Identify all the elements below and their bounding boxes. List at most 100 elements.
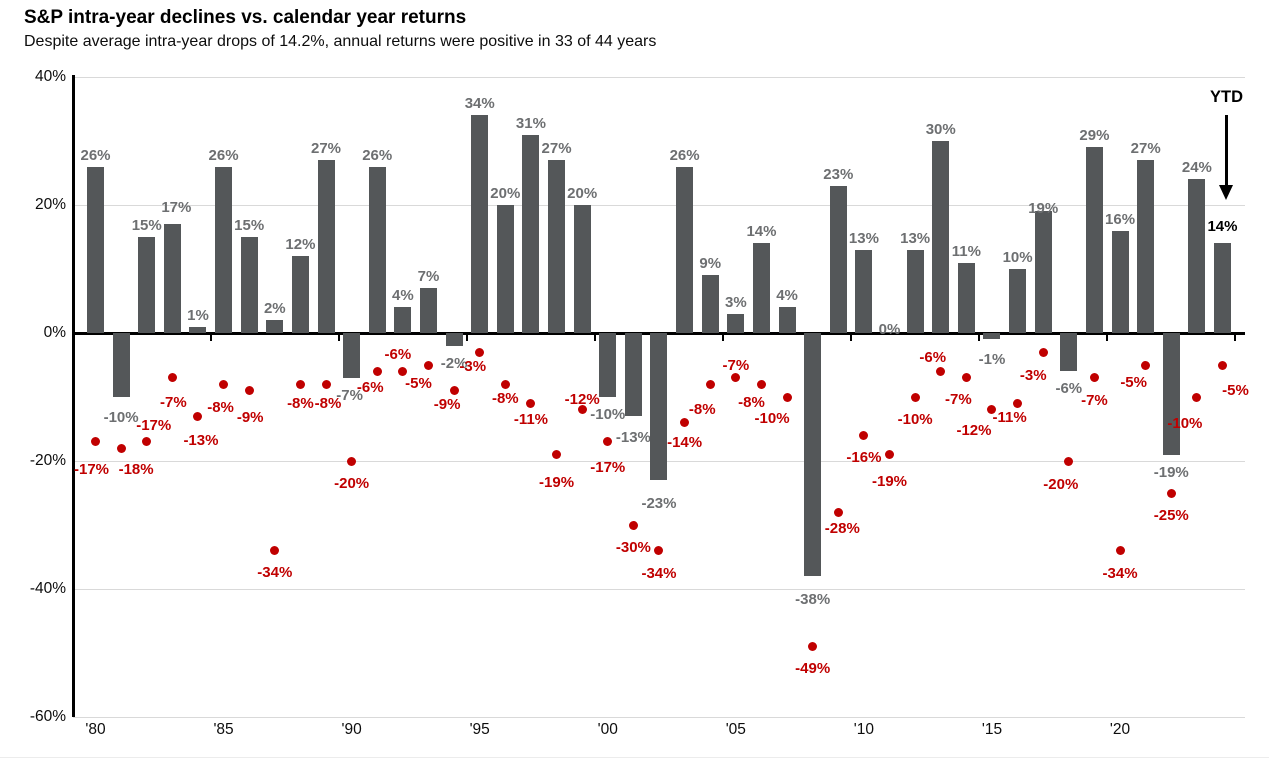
y-axis-label: -60% (29, 708, 66, 725)
bar-value-label: 34% (464, 95, 495, 113)
decline-dot (859, 430, 869, 440)
decline-dot (398, 366, 408, 376)
decline-value-label: -19% (539, 473, 575, 491)
decline-dot (449, 386, 459, 396)
return-bar (1188, 179, 1206, 333)
decline-value-label: -17% (136, 416, 172, 434)
decline-value-label: -16% (846, 449, 882, 467)
bar-value-label: 26% (208, 146, 239, 164)
decline-value-label: -11% (513, 411, 549, 429)
decline-value-label: -8% (314, 395, 342, 413)
decline-dot (1166, 488, 1176, 498)
decline-dot (808, 642, 818, 652)
decline-value-label: -20% (1043, 476, 1079, 493)
bar-value-label: -10% (590, 406, 626, 423)
return-bar (138, 237, 156, 333)
return-bar (291, 256, 309, 333)
decline-dot (526, 398, 536, 408)
return-bar (189, 326, 207, 333)
decline-dot (1064, 456, 1074, 466)
decline-value-label: -7% (945, 390, 972, 408)
bar-value-label: 26% (80, 146, 111, 164)
decline-dot (603, 437, 613, 447)
bar-value-label: 31% (515, 114, 546, 132)
x-axis-label: '95 (469, 721, 490, 738)
decline-dot (91, 437, 100, 447)
decline-value-label: -19% (872, 472, 908, 490)
gridline (73, 717, 1245, 718)
decline-value-label: -3% (459, 358, 487, 376)
decline-dot (1089, 373, 1099, 383)
gridline (73, 77, 1245, 78)
return-bar (778, 307, 796, 333)
decline-value-label: -8% (207, 399, 234, 417)
return-bar (676, 166, 694, 333)
decline-value-label: -20% (334, 475, 370, 492)
decline-dot (1141, 360, 1151, 370)
bar-value-label: -10% (103, 409, 139, 426)
decline-value-label: -3% (1019, 367, 1047, 385)
decline-dot (628, 520, 638, 530)
decline-value-label: -30% (615, 539, 651, 556)
axis-tick (850, 333, 853, 341)
return-bar (752, 243, 770, 333)
axis-tick (337, 333, 340, 341)
bar-value-label: 20% (490, 185, 521, 202)
y-axis-label: -20% (29, 452, 66, 469)
decline-value-label: -5% (405, 375, 432, 392)
x-axis-label: '80 (85, 721, 106, 738)
return-bar (855, 249, 873, 333)
decline-value-label: -11% (992, 409, 1027, 427)
return-bar (87, 166, 104, 333)
decline-value-label: -17% (73, 460, 110, 478)
axis-tick (209, 333, 212, 341)
decline-value-label: -8% (287, 395, 314, 413)
decline-value-label: -10% (897, 411, 933, 428)
decline-dot (961, 373, 971, 383)
decline-value-label: -13% (183, 432, 219, 450)
decline-dot (219, 379, 229, 389)
return-bar (573, 205, 591, 333)
decline-value-label: -8% (688, 401, 716, 419)
chart-subtitle: Despite average intra-year drops of 14.2… (24, 33, 657, 50)
decline-dot (987, 405, 997, 415)
bar-value-label: 23% (823, 165, 854, 183)
return-bar (1111, 230, 1129, 333)
decline-dot (936, 366, 946, 376)
y-axis-label: -40% (29, 580, 66, 597)
return-bar (1009, 269, 1027, 333)
decline-value-label: -10% (1167, 415, 1203, 432)
bar-value-label: 12% (285, 236, 316, 254)
decline-dot (1217, 360, 1227, 370)
x-axis-label: '05 (725, 721, 746, 738)
bar-value-label: 17% (161, 199, 192, 217)
bar-value-label: 20% (567, 185, 598, 202)
decline-dot (552, 450, 562, 460)
decline-value-label: -25% (1153, 507, 1189, 524)
return-bar (932, 141, 950, 333)
x-axis-label: '15 (981, 721, 1003, 738)
decline-dot (244, 386, 254, 396)
decline-dot (833, 507, 843, 517)
decline-value-label: -10% (754, 410, 790, 427)
decline-value-label: -34% (257, 563, 293, 581)
return-bar (624, 333, 642, 417)
bar-value-label: 4% (392, 287, 414, 305)
decline-dot (295, 379, 305, 389)
decline-dot (1013, 398, 1023, 408)
bar-value-label: 1% (187, 306, 209, 324)
bar-value-label: 27% (541, 140, 572, 158)
decline-dot (167, 373, 177, 383)
decline-dot (782, 392, 792, 402)
return-bar (240, 237, 258, 333)
decline-value-label: -8% (738, 394, 765, 412)
axis-tick (465, 333, 468, 341)
return-bar (343, 333, 361, 378)
x-axis-label: '00 (597, 721, 618, 738)
gridline (73, 205, 1245, 206)
y-axis-line (72, 75, 75, 717)
return-bar (829, 185, 847, 333)
bar-value-label: -13% (615, 429, 651, 447)
